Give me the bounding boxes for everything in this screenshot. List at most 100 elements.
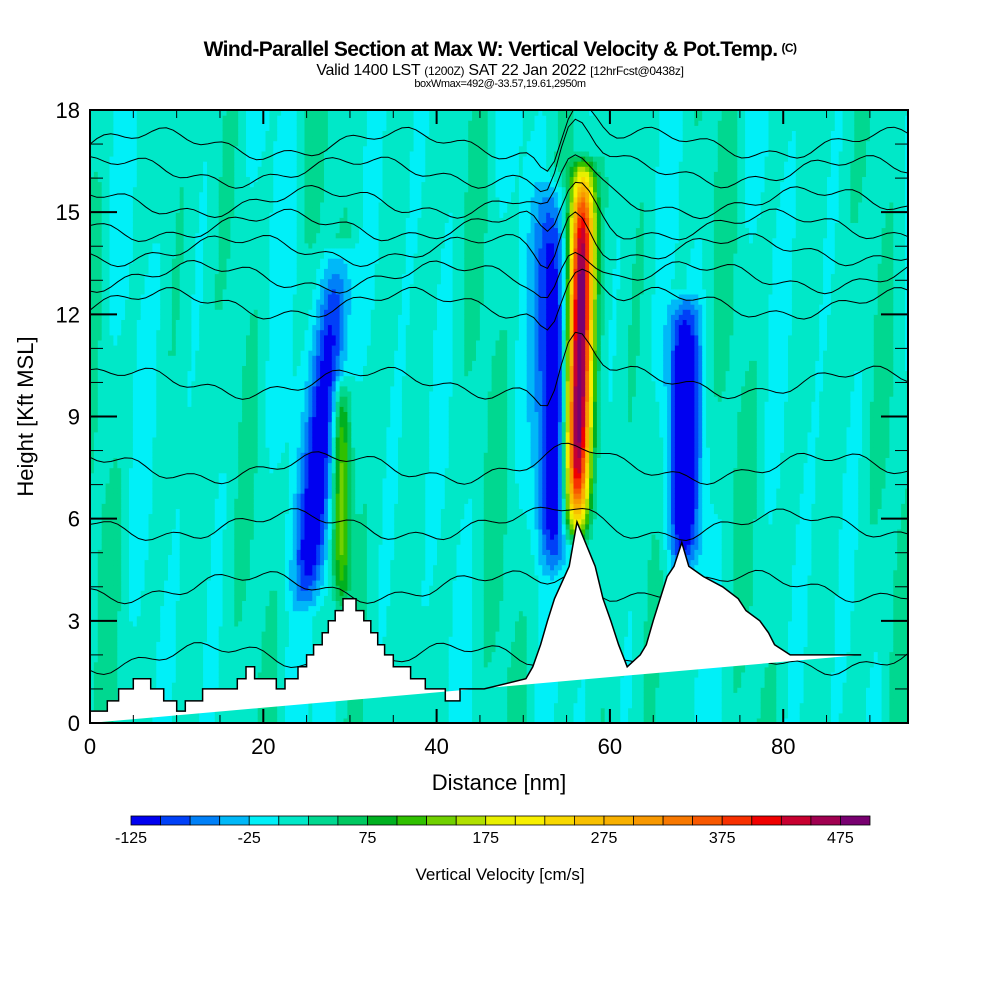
field-cell [160,539,165,545]
field-cell [156,421,161,428]
field-cell [222,421,228,428]
field-cell [238,493,243,499]
field-cell [195,411,200,418]
field-cell [101,130,107,137]
field-cell [136,339,142,346]
field-cell [207,314,212,320]
field-cell [117,590,122,596]
field-cell [121,615,126,622]
field-cell [207,416,212,423]
field-cell [140,156,146,162]
field-cell [144,467,150,474]
field-cell [90,457,95,464]
field-cell [164,135,169,142]
field-cell [144,554,150,561]
field-cell [218,488,224,494]
field-cell [218,411,224,418]
field-cell [210,462,216,469]
field-cell [164,528,169,535]
field-cell [168,207,173,213]
field-cell [222,559,228,566]
field-cell [164,518,169,525]
field-cell [249,493,255,499]
field-cell [132,620,138,627]
field-cell [164,268,169,275]
field-cell [121,161,126,167]
field-cell [136,196,142,203]
field-cell [156,682,161,688]
field-cell [207,115,212,121]
field-cell [246,191,251,198]
field-cell [207,385,212,392]
field-cell [191,595,196,601]
field-cell [238,482,243,489]
field-cell [136,191,142,198]
field-cell [238,161,243,167]
field-cell [132,140,138,147]
field-cell [125,319,130,326]
field-cell [129,125,134,131]
field-cell [218,156,224,162]
field-cell [164,273,169,280]
field-cell [164,120,169,126]
field-cell [226,498,231,504]
field-cell [199,365,204,372]
field-cell [246,345,251,351]
field-cell [148,125,153,131]
field-cell [125,595,130,601]
field-cell [121,304,126,310]
field-cell [101,625,107,632]
field-cell [218,620,224,627]
field-cell [242,436,247,443]
field-cell [164,207,169,213]
field-cell [113,171,118,177]
field-cell [203,620,208,627]
field-cell [140,406,146,412]
field-cell [218,569,224,576]
field-cell [117,488,122,494]
field-cell [168,641,173,647]
field-cell [191,120,196,126]
field-cell [238,559,243,566]
field-cell [226,319,231,326]
field-cell [148,641,153,647]
field-cell [140,416,146,423]
field-cell [93,554,99,561]
field-cell [226,401,231,407]
field-cell [226,263,231,269]
field-cell [230,472,235,479]
field-cell [90,314,95,320]
field-cell [101,534,107,540]
field-cell [90,682,95,688]
field-cell [160,345,165,351]
field-cell [105,135,111,142]
field-cell [113,574,118,581]
field-cell [199,130,204,137]
field-cell [97,196,103,203]
field-cell [226,416,231,423]
field-cell [207,636,212,642]
field-cell [140,564,146,571]
field-cell [132,442,138,448]
field-cell [203,671,208,678]
field-cell [218,140,224,147]
field-cell [210,115,216,121]
field-cell [109,222,114,229]
field-cell [156,288,161,295]
field-cell [207,523,212,530]
field-cell [203,610,208,617]
field-cell [136,615,142,622]
field-cell [101,273,107,280]
field-cell [242,564,247,571]
field-cell [191,396,196,402]
field-cell [249,574,255,581]
field-cell [90,135,95,142]
field-cell [97,421,103,428]
field-cell [195,687,200,693]
field-cell [148,416,153,423]
field-cell [109,350,114,356]
field-cell [152,360,157,366]
field-cell [93,273,99,280]
field-cell [187,620,192,627]
field-cell [144,283,150,290]
